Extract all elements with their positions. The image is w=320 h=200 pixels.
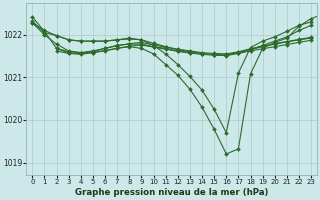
X-axis label: Graphe pression niveau de la mer (hPa): Graphe pression niveau de la mer (hPa) [75, 188, 268, 197]
